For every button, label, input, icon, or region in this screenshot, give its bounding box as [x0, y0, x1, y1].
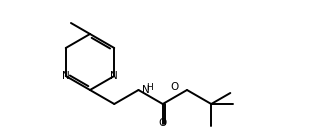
Text: O: O	[171, 82, 179, 92]
Text: N: N	[62, 71, 70, 81]
Text: H: H	[147, 83, 153, 92]
Text: N: N	[142, 85, 150, 95]
Text: N: N	[110, 71, 118, 81]
Text: O: O	[159, 118, 167, 128]
